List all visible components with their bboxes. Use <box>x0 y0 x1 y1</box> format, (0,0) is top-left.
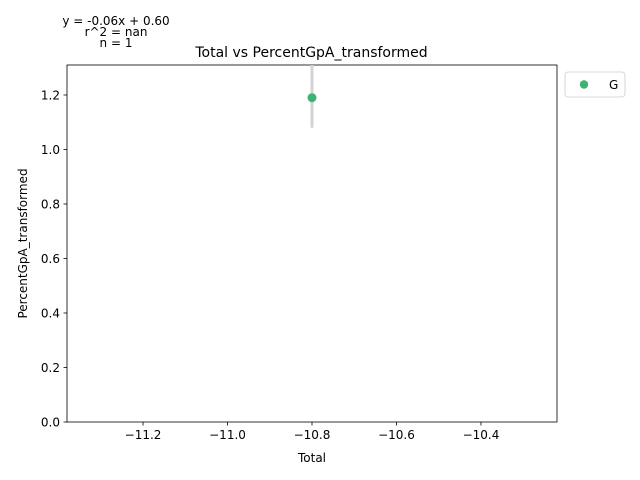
y-axis-ticks: 0.0 0.2 0.4 0.6 0.8 1.0 1.2 <box>41 88 67 429</box>
y-tick-label: 0.2 <box>41 361 60 375</box>
data-points <box>307 93 317 103</box>
x-axis-label: Total <box>297 451 326 465</box>
y-tick-label: 1.0 <box>41 143 60 157</box>
x-tick-label: −11.0 <box>209 428 246 442</box>
x-tick-label: −10.4 <box>463 428 500 442</box>
x-axis-ticks: −11.2 −11.0 −10.8 −10.6 −10.4 <box>125 422 500 442</box>
r-squared-annotation: r^2 = nan <box>85 25 148 39</box>
x-tick-label: −11.2 <box>125 428 162 442</box>
legend-label-g: G <box>609 78 618 92</box>
y-axis-label: PercentGpA_transformed <box>16 168 30 318</box>
sample-count-annotation: n = 1 <box>100 36 133 50</box>
y-tick-label: 0.0 <box>41 415 60 429</box>
x-tick-label: −10.6 <box>378 428 415 442</box>
y-tick-label: 0.8 <box>41 197 60 211</box>
regression-equation-annotation: y = -0.06x + 0.60 <box>62 14 169 28</box>
y-tick-label: 1.2 <box>41 88 60 102</box>
legend-marker-g <box>579 80 589 89</box>
x-tick-label: −10.8 <box>294 428 331 442</box>
legend-box <box>564 71 626 98</box>
y-tick-label: 0.4 <box>41 306 60 320</box>
y-tick-label: 0.6 <box>41 252 60 266</box>
chart-title: Total vs PercentGpA_transformed <box>194 45 427 61</box>
data-point <box>307 93 317 103</box>
legend: G <box>564 71 626 98</box>
